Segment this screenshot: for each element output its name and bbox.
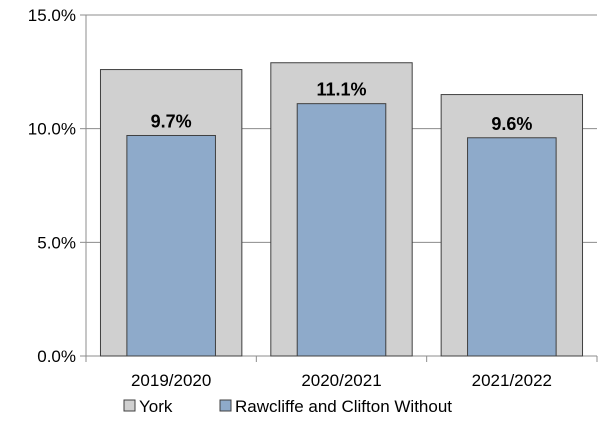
data-labels: 9.7% 11.1% 9.6% — [151, 80, 533, 134]
x-tick-label: 2019/2020 — [131, 371, 211, 390]
data-label: 9.7% — [151, 111, 192, 131]
y-tick-label: 15.0% — [28, 6, 76, 25]
legend: York Rawcliffe and Clifton Without — [123, 397, 452, 416]
x-tick-label: 2020/2021 — [301, 371, 381, 390]
legend-swatch — [219, 399, 232, 412]
data-label: 9.6% — [491, 114, 532, 134]
y-tick-label: 5.0% — [37, 233, 76, 252]
legend-swatch — [123, 399, 136, 412]
y-tick-label: 0.0% — [37, 347, 76, 366]
bar-rawcliffe-clifton-without — [467, 137, 557, 357]
x-tick-label: 2021/2022 — [472, 371, 552, 390]
bars — [99, 62, 584, 357]
bar-rawcliffe-clifton-without — [126, 134, 216, 357]
bar-rawcliffe-clifton-without — [296, 103, 387, 357]
legend-label: Rawcliffe and Clifton Without — [235, 397, 452, 416]
y-tick-label: 10.0% — [28, 120, 76, 139]
legend-label: York — [139, 397, 173, 416]
tick-labels: 0.0% 5.0% 10.0% 15.0% 2019/2020 2020/2021 2021… — [28, 6, 552, 390]
data-label: 11.1% — [316, 80, 366, 100]
